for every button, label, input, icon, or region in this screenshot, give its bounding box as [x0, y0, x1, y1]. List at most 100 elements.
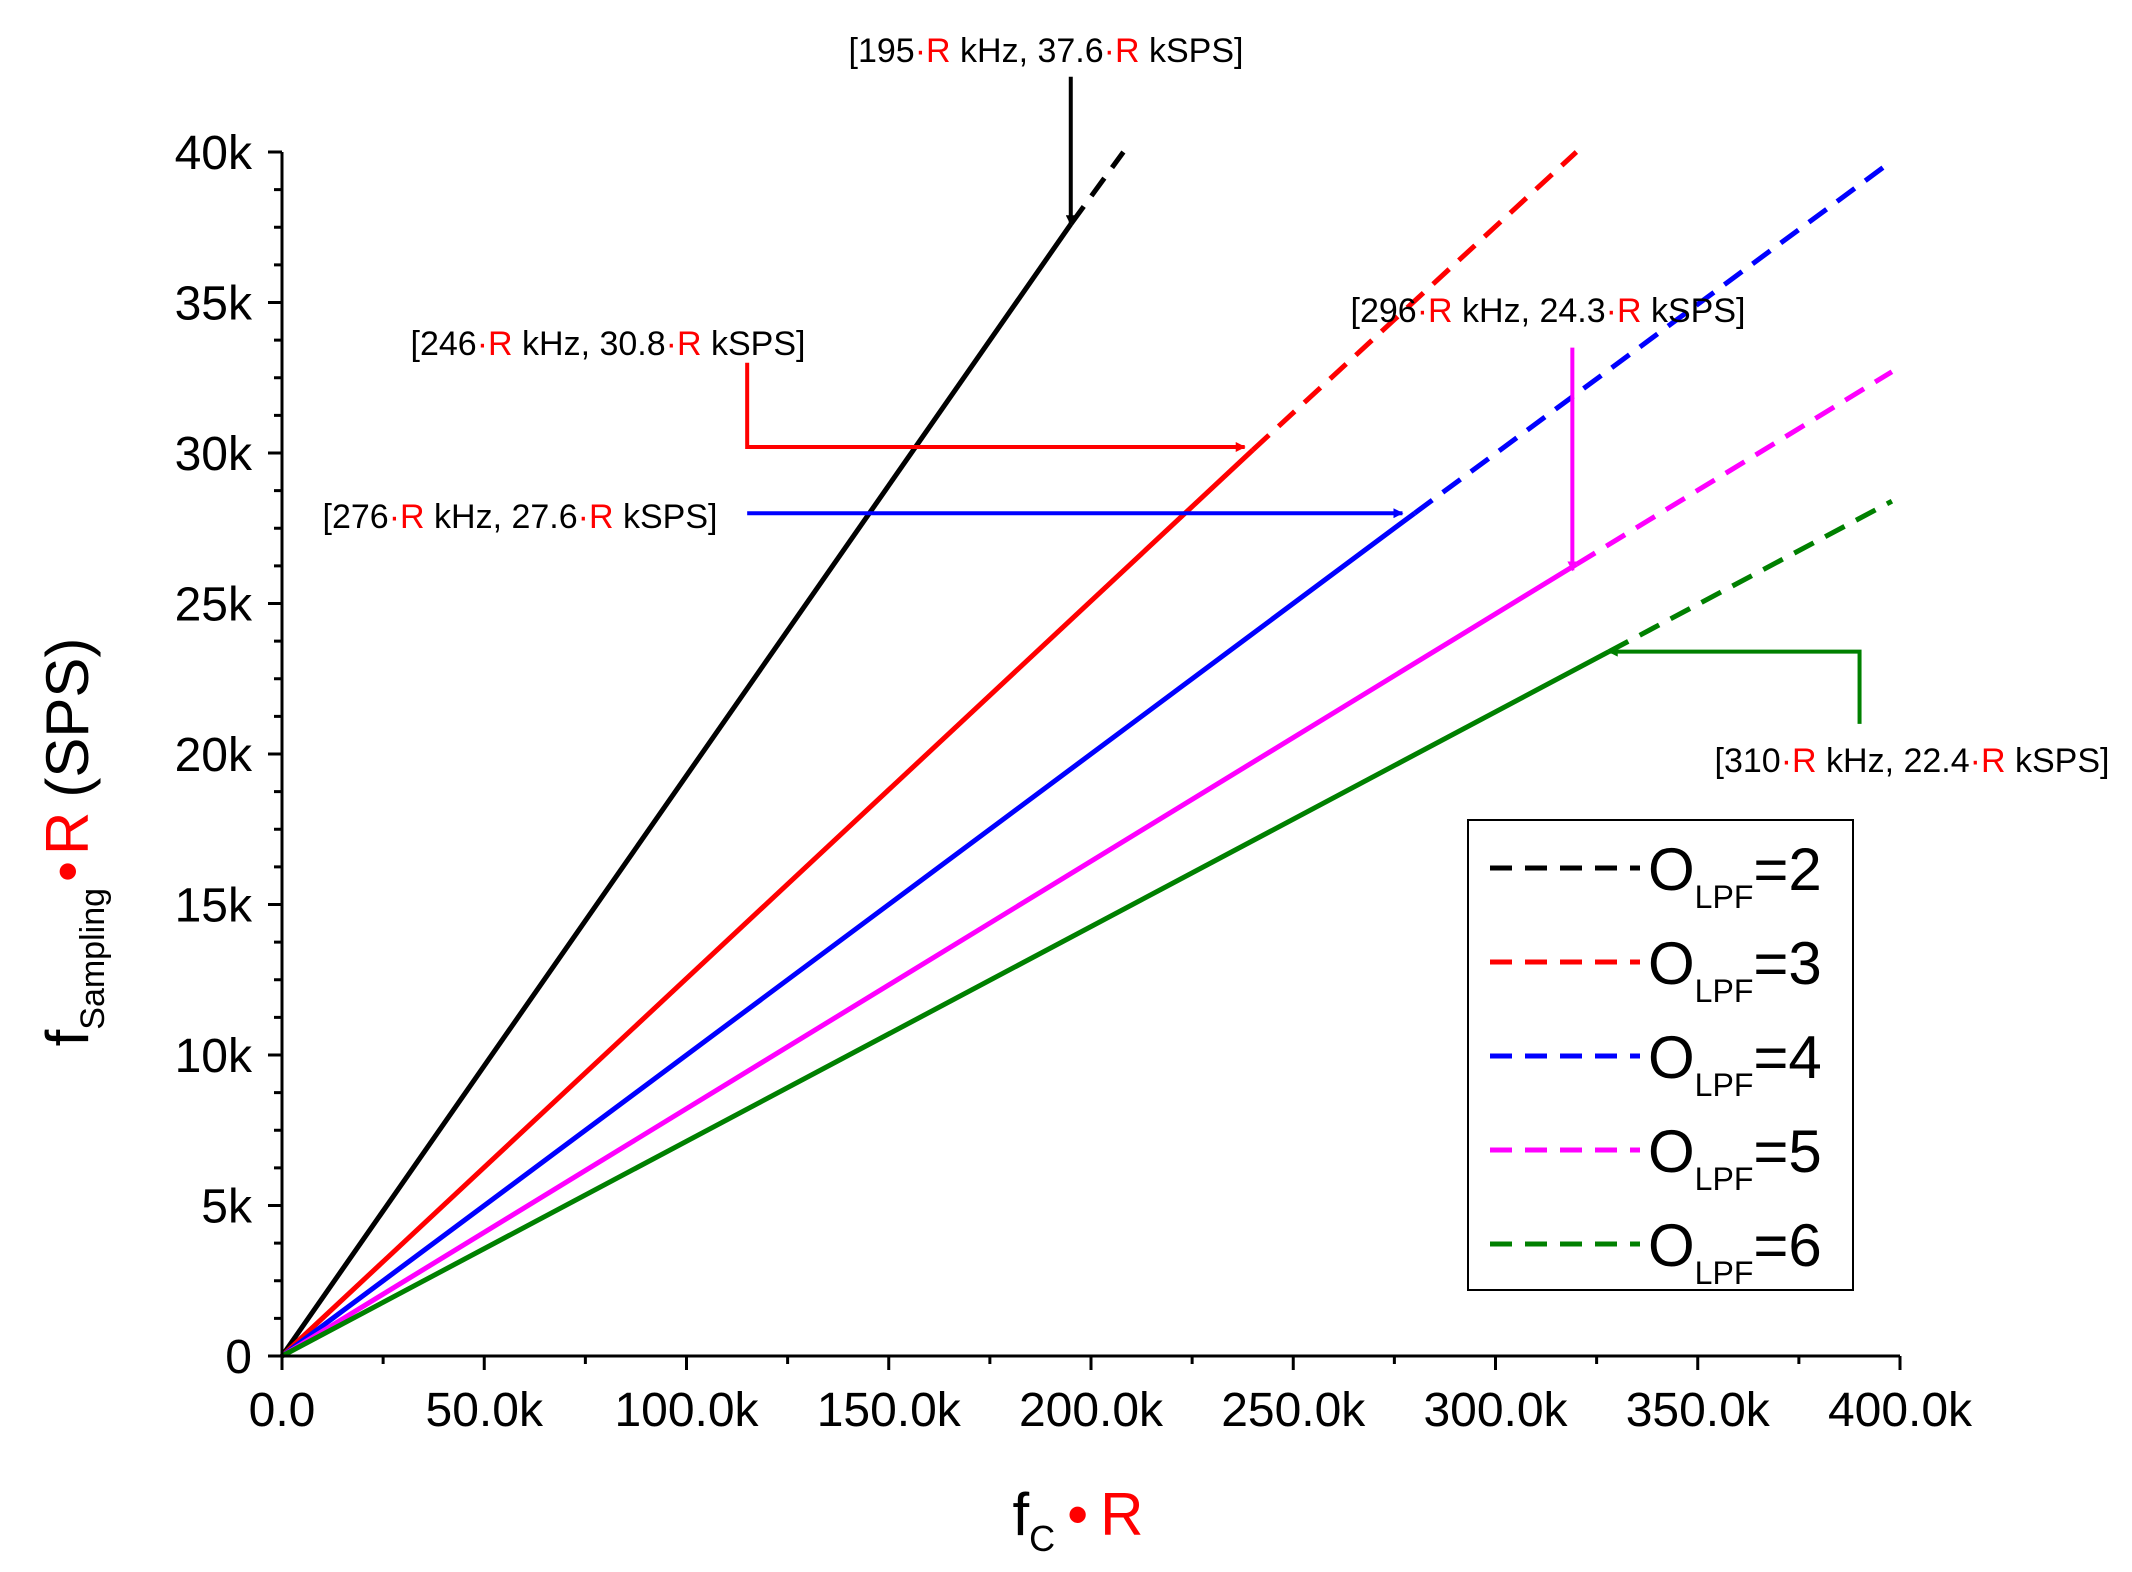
legend-label-o4-main: O: [1648, 1024, 1695, 1091]
y-tick-label: 25k: [175, 579, 253, 632]
annotation-o4-label-part: [276: [323, 498, 389, 536]
annotation-o3-label-part: ·: [666, 325, 677, 363]
x-tick-label: 300.0k: [1423, 1384, 1568, 1437]
series-layer: [279, 150, 1894, 1359]
series-o6-solid-line: [280, 649, 1610, 1359]
annotation-o6-label-part: ·: [1781, 742, 1792, 780]
series-o5-solid-line: [280, 562, 1578, 1359]
annotation-o4-label-part: ·: [578, 498, 589, 536]
legend-label-o3-main: O: [1648, 930, 1695, 997]
y-tick-label: 5k: [201, 1181, 253, 1234]
legend-label-o4: OLPF=4: [1648, 1024, 1822, 1103]
annotation-o4-label-part: kSPS]: [614, 498, 718, 536]
annotation-o4-label: [276·R kHz, 27.6·R kSPS]: [323, 498, 718, 536]
annotation-o4-label-part: R: [589, 498, 614, 536]
y-tick-label: 30k: [175, 428, 253, 481]
x-tick-label: 50.0k: [426, 1384, 544, 1437]
legend-label-o6-main: O: [1648, 1212, 1695, 1279]
x-axis-label: fC • R: [1012, 1481, 1143, 1559]
x-tick-label: 0.0: [249, 1384, 316, 1437]
annotation-o3-label-part: R: [677, 325, 702, 363]
series-o6-dashed-line: [1607, 498, 1894, 654]
annotation-o2-label-part: [195: [849, 32, 915, 70]
x-axis-label-r: R: [1100, 1481, 1143, 1548]
annotation-o2-label-part: ·: [915, 32, 926, 70]
y-tick-label: 10k: [175, 1030, 253, 1083]
legend-item-o5: OLPF=5: [1490, 1118, 1822, 1197]
series-o3-dashed-line: [1251, 150, 1579, 452]
legend-label-o5-main: O: [1648, 1118, 1695, 1185]
legend-item-o3: OLPF=3: [1490, 930, 1822, 1009]
y-tick-label: 40k: [175, 127, 253, 180]
series-o2-solid-line: [279, 222, 1073, 1358]
annotation-o2-label-part: R: [1115, 32, 1140, 70]
legend-label-o2-main: O: [1648, 836, 1695, 903]
legend-label-o2: OLPF=2: [1648, 836, 1822, 915]
annotation-o2-label: [195·R kHz, 37.6·R kSPS]: [849, 32, 1244, 70]
series-o2-dashed-line: [1068, 150, 1126, 226]
x-tick-label: 400.0k: [1828, 1384, 1973, 1437]
annotation-o4-label-part: ·: [389, 498, 400, 536]
legend-label-o5: OLPF=5: [1648, 1118, 1822, 1197]
x-tick-label: 200.0k: [1019, 1384, 1164, 1437]
legend-label-o3: OLPF=3: [1648, 930, 1822, 1009]
x-axis-label-sub: C: [1029, 1518, 1055, 1559]
y-tick-label: 35k: [175, 278, 253, 331]
y-tick-label: 15k: [175, 880, 253, 933]
y-tick-label: 0: [225, 1331, 252, 1384]
series-o4-solid-line: [280, 511, 1417, 1359]
legend-label-o6-value: =6: [1753, 1212, 1821, 1279]
annotation-o4-label-part: R: [400, 498, 425, 536]
annotation-o6-label-part: [310: [1715, 742, 1781, 780]
x-tick-label: 250.0k: [1221, 1384, 1366, 1437]
annotation-o2: [195·R kHz, 37.6·R kSPS]: [849, 32, 1244, 226]
x-tick-label: 350.0k: [1626, 1384, 1771, 1437]
annotation-o6-label-part: ·: [1970, 742, 1981, 780]
annotation-o3-label-part: [246: [411, 325, 477, 363]
annotation-o2-label-part: kHz, 37.6: [951, 32, 1104, 70]
annotation-o5: [296·R kHz, 24.3·R kSPS]: [1351, 292, 1746, 572]
y-tick-label: 20k: [175, 729, 253, 782]
annotation-o6-label-part: R: [1981, 742, 2006, 780]
series-o5-dashed-line: [1575, 369, 1894, 567]
x-axis-label-main: f: [1012, 1481, 1029, 1548]
legend-label-o5-sub: LPF: [1695, 1161, 1754, 1197]
axes: 0.0 50.0k 100.0k 150.0k 200.0k 250.0k 300.0k 35…: [175, 127, 1973, 1437]
annotation-o5-label-part: kSPS]: [1642, 292, 1746, 330]
annotation-o6-label-part: kSPS]: [2006, 742, 2110, 780]
legend-label-o3-sub: LPF: [1695, 973, 1754, 1009]
legend-label-o5-value: =5: [1753, 1118, 1821, 1185]
annotation-o3-arrow: [745, 362, 1246, 452]
annotation-o5-label-part: R: [1617, 292, 1642, 330]
y-axis-label-dot: •: [34, 861, 101, 882]
legend-item-o2: OLPF=2: [1490, 836, 1822, 915]
annotation-o5-label-part: R: [1428, 292, 1453, 330]
annotation-o5-label-part: ·: [1606, 292, 1617, 330]
annotation-o2-label-part: ·: [1104, 32, 1115, 70]
annotation-o5-label-part: [296: [1351, 292, 1417, 330]
annotation-o6-label-part: kHz, 22.4: [1817, 742, 1970, 780]
annotation-o6-arrow: [1607, 646, 1862, 724]
y-axis-label-main: f: [34, 1029, 101, 1046]
legend-label-o2-sub: LPF: [1695, 879, 1754, 915]
annotation-o5-label-part: kHz, 24.3: [1453, 292, 1606, 330]
annotation-o3-label-part: kHz, 30.8: [513, 325, 666, 363]
x-axis-label-dot: •: [1067, 1481, 1088, 1548]
series-o3-solid-line: [280, 448, 1255, 1358]
annotation-o5-label-part: ·: [1417, 292, 1428, 330]
legend-item-o6: OLPF=6: [1490, 1212, 1822, 1291]
annotation-o4: [276·R kHz, 27.6·R kSPS]: [323, 498, 1404, 536]
x-tick-label: 100.0k: [614, 1384, 759, 1437]
annotation-o3-label-part: kSPS]: [702, 325, 806, 363]
y-axis-label-unit: (SPS): [34, 638, 101, 798]
annotation-o3-label-part: R: [488, 325, 513, 363]
legend-label-o3-value: =3: [1753, 930, 1821, 997]
annotations: [195·R kHz, 37.6·R kSPS][246·R kHz, 30.8…: [323, 32, 2110, 780]
annotation-o5-label: [296·R kHz, 24.3·R kSPS]: [1351, 292, 1746, 330]
annotation-o3-label-part: ·: [477, 325, 488, 363]
legend-label-o4-sub: LPF: [1695, 1067, 1754, 1103]
y-axis-label: fSampling • R (SPS): [34, 638, 112, 1047]
legend-label-o4-value: =4: [1753, 1024, 1821, 1091]
annotation-o2-label-part: R: [926, 32, 951, 70]
